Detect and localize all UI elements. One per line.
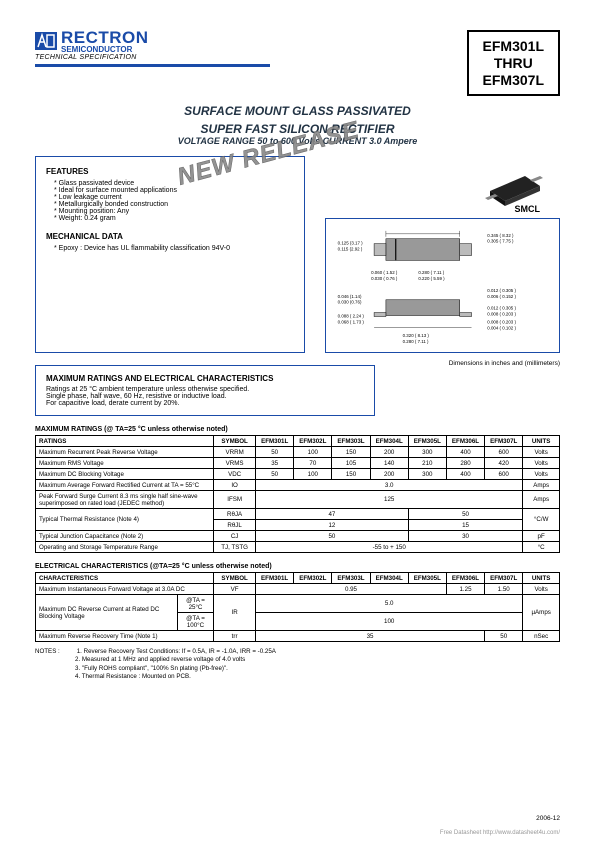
note2: 2. Measured at 1 MHz and applied reverse… <box>75 656 245 663</box>
col-symbol: SYMBOL <box>214 436 256 447</box>
package-label: SMCL <box>515 204 541 214</box>
part-l3: EFM307L <box>483 72 544 89</box>
part-number-box: EFM301L THRU EFM307L <box>467 30 560 96</box>
table-row: CHARACTERISTICS SYMBOL EFM301LEFM302LEFM… <box>36 573 560 584</box>
col-units: UNITS <box>523 436 560 447</box>
col-p7: EFM307L <box>485 436 523 447</box>
col-p3: EFM303L <box>332 436 370 447</box>
features-list: Glass passivated device Ideal for surfac… <box>46 180 294 222</box>
col-ratings: RATINGS <box>36 436 214 447</box>
notes-head: NOTES : <box>35 648 75 656</box>
dim-s: 0.320 ( 8.13 ) <box>403 334 430 339</box>
date: 2006-12 <box>536 815 560 822</box>
note1: 1. Reverse Recovery Test Conditions: If … <box>77 648 276 655</box>
dim-d: 0.115 (2.92 ) <box>338 247 363 252</box>
part-l1: EFM301L <box>483 38 544 55</box>
title-l2: SUPER FAST SILICON RECTIFIER <box>35 122 560 136</box>
feat-item: Glass passivated device <box>54 180 294 187</box>
table-row: Maximum Instantaneous Forward Voltage at… <box>36 584 560 595</box>
ratings-desc-head: MAXIMUM RATINGS AND ELECTRICAL CHARACTER… <box>46 374 364 383</box>
note3: 3. "Fully ROHS compliant", "100% Sn plat… <box>75 665 228 672</box>
ratings-desc-l3: For capacitive load, derate current by 2… <box>46 400 364 407</box>
table-row: Typical Thermal Resistance (Note 4)RθJA4… <box>36 509 560 520</box>
table-row: Maximum Recurrent Peak Reverse VoltageVR… <box>36 447 560 458</box>
dim-c: 0.125 (3.17 ) <box>338 241 364 246</box>
feat-item: Metallurgically bonded construction <box>54 201 294 208</box>
col-p1: EFM301L <box>256 436 294 447</box>
col-p4: EFM304L <box>370 436 408 447</box>
dim-i: 0.012 ( 0.305 ) <box>487 288 516 293</box>
col-symbol: SYMBOL <box>214 573 256 584</box>
col-char: CHARACTERISTICS <box>36 573 214 584</box>
header-row: RECTRON SEMICONDUCTOR TECHNICAL SPECIFIC… <box>35 30 560 96</box>
table-row: Maximum Average Forward Rectified Curren… <box>36 480 560 491</box>
logo-sub: SEMICONDUCTOR <box>61 45 132 54</box>
max-ratings-table: RATINGS SYMBOL EFM301L EFM302L EFM303L E… <box>35 435 560 553</box>
dim-t: 0.280 ( 7.11 ) <box>403 339 429 344</box>
logo-block: RECTRON SEMICONDUCTOR TECHNICAL SPECIFIC… <box>35 30 270 75</box>
ec-head: ELECTRICAL CHARACTERISTICS (@TA=25 °C un… <box>35 563 560 570</box>
note4: 4. Thermal Resistance : Mounted on PCB. <box>75 673 191 680</box>
dim-a: 0.345 ( 8.32 ) <box>487 233 514 238</box>
features-box: FEATURES Glass passivated device Ideal f… <box>35 156 305 353</box>
feat-item: Ideal for surface mounted applications <box>54 187 294 194</box>
logo-brand: RECTRON <box>61 28 149 47</box>
notes-block: NOTES : 1. Reverse Recovery Test Conditi… <box>35 648 560 680</box>
col-p5: EFM305L <box>408 436 446 447</box>
part-l2: THRU <box>483 55 544 72</box>
table-row: Operating and Storage Temperature RangeT… <box>36 542 560 553</box>
table-row: Maximum RMS VoltageVRMS35701051402102804… <box>36 458 560 469</box>
table-row: Maximum DC Blocking VoltageVDC5010015020… <box>36 469 560 480</box>
ratings-desc-l2: Single phase, half wave, 60 Hz, resistiv… <box>46 393 364 400</box>
dim-note: Dimensions in inches and (millimeters) <box>449 360 560 367</box>
dim-p: 0.008 ( 0.203 ) <box>487 312 516 317</box>
package-icon <box>480 156 550 211</box>
dim-j: 0.006 ( 0.152 ) <box>487 294 516 299</box>
dim-q: 0.008 ( 0.203 ) <box>487 320 516 325</box>
dim-n: 0.068 ( 1.73 ) <box>338 320 365 325</box>
mech-item: Epoxy : Device has UL flammability class… <box>54 245 294 252</box>
dim-g: 0.280 ( 7.11 ) <box>418 271 444 276</box>
logo-icon <box>35 32 57 52</box>
dim-f: 0.030 ( 0.76 ) <box>371 276 398 281</box>
dim-e: 0.060 ( 1.52 ) <box>371 271 398 276</box>
ratings-desc-box: MAXIMUM RATINGS AND ELECTRICAL CHARACTER… <box>35 365 375 416</box>
title-sub: VOLTAGE RANGE 50 to 600 Volts CURRENT 3.… <box>35 136 560 146</box>
dim-m: 0.088 ( 2.24 ) <box>338 314 365 319</box>
dim-k: 0.046 (1.14) <box>338 294 362 299</box>
ec-table: CHARACTERISTICS SYMBOL EFM301LEFM302LEFM… <box>35 572 560 642</box>
col-p2: EFM302L <box>294 436 332 447</box>
header-rule <box>35 64 270 67</box>
table-row: Maximum DC Reverse Current at Rated DC B… <box>36 595 560 613</box>
table-row: Peak Forward Surge Current 8.3 ms single… <box>36 491 560 509</box>
dim-l: 0.030 (0.76) <box>338 300 362 305</box>
dim-r: 0.004 ( 0.102 ) <box>487 326 516 331</box>
two-col: FEATURES Glass passivated device Ideal f… <box>35 156 560 353</box>
footer: Free Datasheet http://www.datasheet4u.co… <box>440 830 560 836</box>
feat-item: Weight: 0.24 gram <box>54 215 294 222</box>
dim-b: 0.305 ( 7.75 ) <box>487 239 514 244</box>
dim-h: 0.220 ( 5.59 ) <box>418 276 445 281</box>
max-ratings-head: MAXIMUM RATINGS (@ TA=25 °C unless other… <box>35 426 560 433</box>
feat-item: Mounting position: Any <box>54 208 294 215</box>
table-row: Typical Junction Capacitance (Note 2)CJ5… <box>36 531 560 542</box>
col-p6: EFM306L <box>446 436 484 447</box>
feat-item: Low leakage current <box>54 194 294 201</box>
right-graphics: SMCL 0.345 ( 8.32 ) 0.305 ( 7.75 ) 0.125… <box>321 156 560 353</box>
dimension-drawing: 0.345 ( 8.32 ) 0.305 ( 7.75 ) 0.125 (3.1… <box>325 218 560 353</box>
table-row: RATINGS SYMBOL EFM301L EFM302L EFM303L E… <box>36 436 560 447</box>
features-head: FEATURES <box>46 167 294 176</box>
mech-head: MECHANICAL DATA <box>46 232 294 241</box>
ratings-desc-l1: Ratings at 25 °C ambient temperature unl… <box>46 386 364 393</box>
title-l1: SURFACE MOUNT GLASS PASSIVATED <box>35 104 560 118</box>
table-row: Maximum Reverse Recovery Time (Note 1)tr… <box>36 631 560 642</box>
logo-tech: TECHNICAL SPECIFICATION <box>35 54 270 61</box>
dim-o: 0.012 ( 0.305 ) <box>487 306 516 311</box>
